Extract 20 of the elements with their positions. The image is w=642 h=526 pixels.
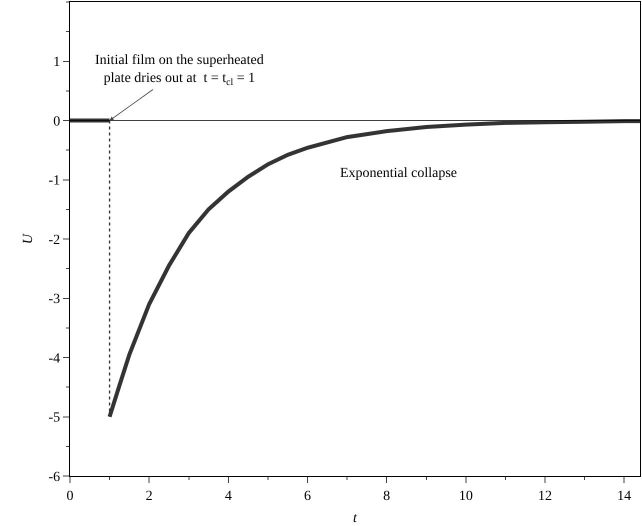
x-tick-label: 12 — [538, 488, 552, 504]
x-tick-label: 14 — [617, 488, 632, 504]
x-tick-label: 10 — [458, 488, 473, 504]
x-tick-label: 4 — [224, 488, 232, 504]
y-tick-label: -5 — [48, 410, 60, 426]
y-tick-label: 1 — [53, 55, 60, 70]
annotation: Initial film on the superheated plate dries out at t = t$_{cl}$ = 1 — [95, 53, 264, 88]
y-tick-label: -1 — [48, 174, 60, 189]
x-tick-label: 8 — [383, 488, 390, 504]
x-tick-label: 2 — [146, 488, 153, 504]
y-tick-label: -2 — [48, 232, 60, 248]
y-tick-label: -4 — [48, 351, 60, 366]
x-axis-title: t — [353, 511, 358, 526]
y-tick-label: 0 — [53, 114, 60, 130]
y-tick-label: -3 — [48, 292, 60, 308]
y-tick-label: -6 — [48, 470, 60, 485]
x-tick-label: 0 — [66, 488, 74, 504]
x-tick-label: 6 — [304, 488, 311, 504]
y-axis-title: U — [21, 233, 36, 244]
annotation: Exponential collapse — [340, 166, 458, 181]
